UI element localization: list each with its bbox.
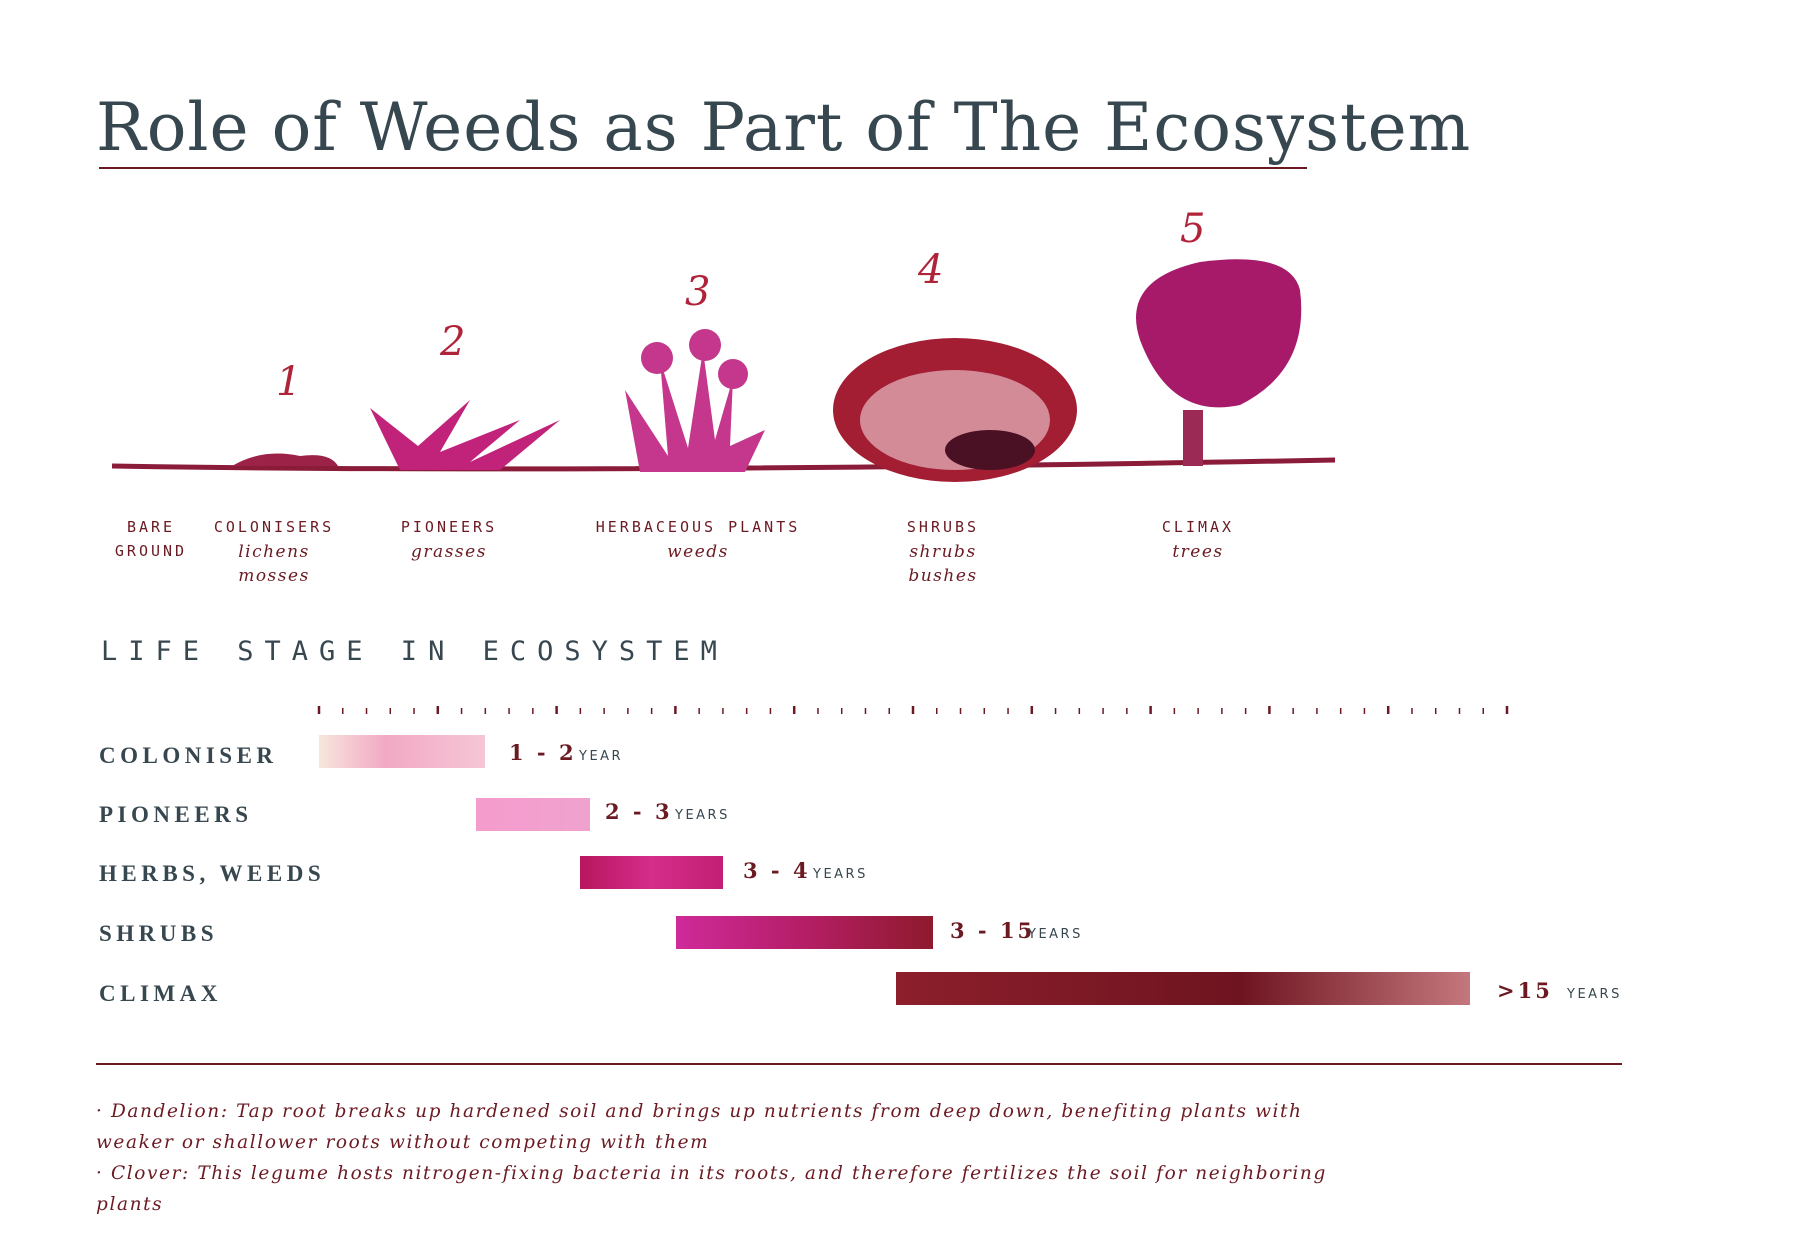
range-label: 1 - 2	[509, 740, 577, 765]
unit-label: YEARS	[1027, 927, 1083, 942]
stage-bar	[580, 856, 723, 889]
note: · Dandelion: Tap root breaks up hardened…	[96, 1101, 1303, 1153]
stage-bar	[319, 735, 485, 768]
stage-name: HERBACEOUS PLANTS	[596, 518, 801, 536]
range-label: 3 - 15	[950, 918, 1035, 943]
stage-bar	[676, 916, 933, 949]
illustration-number: 1	[276, 359, 301, 405]
stage-example: lichens	[238, 542, 310, 562]
stage-example: mosses	[238, 566, 310, 586]
unit-label: YEARS	[1566, 987, 1622, 1002]
stage-labels: BARE GROUND COLONISERS lichens mosses PIONEER…	[115, 518, 1234, 586]
illustration-number: 3	[685, 269, 710, 315]
illustration: 1 2 3 4 5	[111, 206, 1336, 482]
section-title: LIFE STAGE IN ECOSYSTEM	[101, 636, 728, 667]
stage-name: SHRUBS	[907, 518, 979, 536]
title: Role of Weeds as Part of The Ecosystem	[96, 89, 1471, 166]
stage-name: BARE	[127, 518, 175, 536]
stage-name: COLONISERS	[214, 518, 334, 536]
row-label: COLONISER	[99, 743, 278, 768]
stage-example: trees	[1172, 542, 1223, 562]
range-label: 3 - 4	[743, 858, 811, 883]
stage-example: shrubs	[909, 542, 976, 562]
illustration-number: 5	[1180, 206, 1205, 252]
row-label: HERBS, WEEDS	[99, 861, 325, 886]
stage-name: PIONEERS	[401, 518, 497, 536]
row-label: CLIMAX	[99, 981, 222, 1006]
stage-example: grasses	[411, 542, 487, 562]
row-label: PIONEERS	[99, 802, 253, 827]
stage-example: bushes	[908, 566, 977, 586]
note: · Clover: This legume hosts nitrogen-fix…	[96, 1163, 1327, 1215]
unit-label: YEARS	[812, 867, 868, 882]
notes: · Dandelion: Tap root breaks up hardened…	[96, 1096, 1336, 1220]
illustration-number: 2	[439, 319, 465, 365]
row-label: SHRUBS	[99, 921, 218, 946]
stage-bar	[896, 972, 1470, 1005]
stage-bar	[476, 798, 590, 831]
unit-label: YEARS	[674, 808, 730, 823]
unit-label: YEAR	[578, 749, 623, 764]
timeline-ticks	[317, 706, 1509, 714]
illustration-number: 4	[917, 247, 943, 293]
stage-name: GROUND	[115, 542, 187, 560]
stage-example: weeds	[667, 542, 729, 562]
range-label: >15	[1497, 978, 1553, 1003]
stage-name: CLIMAX	[1162, 518, 1234, 536]
range-label: 2 - 3	[605, 799, 673, 824]
